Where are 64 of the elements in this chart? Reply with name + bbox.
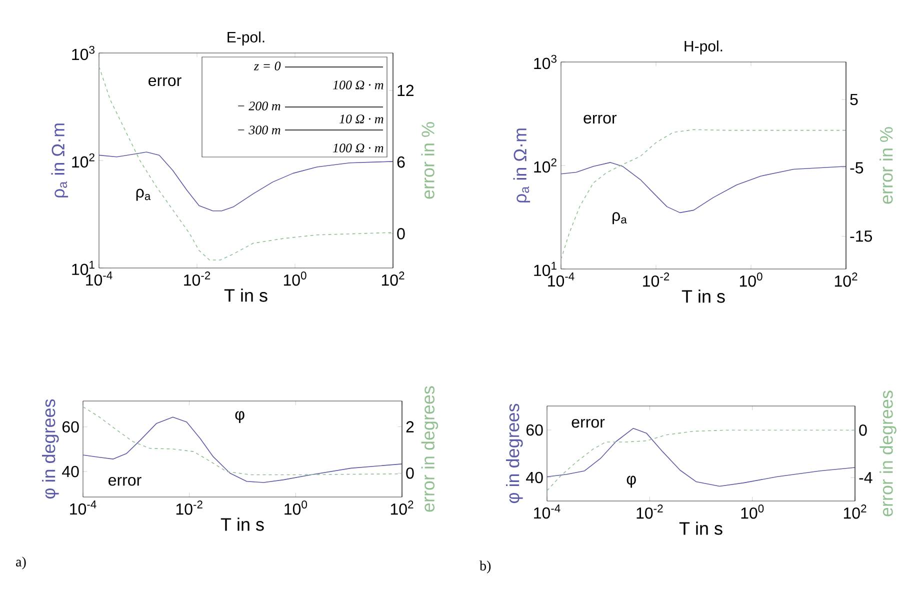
annotation: error xyxy=(148,77,182,86)
y2-tick-label: -5 xyxy=(850,162,864,174)
x-tick-label: 10$^{2}$ xyxy=(382,272,404,286)
x-axis-title: T in s xyxy=(224,288,268,302)
y2-tick-label: -4 xyxy=(859,472,872,484)
y2-tick-label: 5 xyxy=(850,94,858,106)
y2-tick-label: -15 xyxy=(850,230,872,242)
x-tick-label: 10$^{0}$ xyxy=(284,272,306,286)
x-tick-label: 10$^{-2}$ xyxy=(636,504,663,519)
y-tick-label: 40 xyxy=(62,466,79,478)
x-tick-label: 10$^{2}$ xyxy=(844,504,866,519)
y-tick-label: 10$^{2}$ xyxy=(534,158,556,173)
x-axis-title: T in s xyxy=(679,522,722,535)
annotation: − 200 m xyxy=(238,102,280,110)
x-tick-label: 10$^{0}$ xyxy=(740,272,762,287)
annotation: ρ$_{a}$ xyxy=(136,188,151,201)
annotation: ρ$_{a}$ xyxy=(612,212,627,224)
y-axis-title: φ in degrees xyxy=(506,404,523,504)
chart-title: E-pol. xyxy=(228,31,264,46)
annotation: 10 Ω · m xyxy=(339,114,384,124)
x-tick-label: 10$^{-4}$ xyxy=(534,504,560,519)
chart-title: H-pol. xyxy=(684,40,722,54)
y-tick-label: 10$^{3}$ xyxy=(534,54,556,70)
annotation: φ xyxy=(235,411,244,424)
annotation: error xyxy=(584,114,617,124)
y-axis-title: φ in degrees xyxy=(42,399,59,499)
x-tick-label: 10$^{-4}$ xyxy=(70,500,96,515)
y2-tick-label: 2 xyxy=(406,421,414,432)
x-axis-title: T in s xyxy=(220,518,264,531)
x-tick-label: 10$^{-2}$ xyxy=(184,272,210,286)
y-tick-label: 60 xyxy=(62,421,79,433)
x-tick-label: 10$^{-2}$ xyxy=(176,500,202,515)
y-tick-label: 10$^{1}$ xyxy=(72,260,94,276)
text: b) xyxy=(480,560,491,574)
x-axis-title: T in s xyxy=(682,290,725,303)
y-tick-label: 10$^{1}$ xyxy=(534,262,556,276)
annotation: error xyxy=(572,418,605,428)
y2-tick-label: 12 xyxy=(398,84,414,96)
y-tick-label: 60 xyxy=(526,424,543,436)
y2-tick-label: 0 xyxy=(859,424,867,436)
x-tick-label: 10$^{0}$ xyxy=(284,500,307,515)
y2-axis-title: error in degrees xyxy=(880,390,896,516)
x-tick-label: 10$^{2}$ xyxy=(834,272,858,287)
text: a) xyxy=(16,556,26,570)
x-tick-label: 10$^{2}$ xyxy=(390,500,414,515)
annotation: − 300 m xyxy=(238,126,280,134)
y2-axis-title: error in degrees xyxy=(421,386,438,512)
annotation: error xyxy=(108,476,142,486)
y2-tick-label: 0 xyxy=(406,467,414,479)
annotation: 100 Ω · m xyxy=(332,80,384,90)
y2-axis-title: error in % xyxy=(880,127,893,204)
y2-axis-title: error in % xyxy=(421,122,434,199)
y2-tick-label: 0 xyxy=(397,228,405,240)
annotation: 100 Ω · m xyxy=(332,144,384,152)
y2-tick-label: 6 xyxy=(397,156,405,168)
annotation: φ xyxy=(626,476,636,488)
y-axis-title: ρ$_{a}$ in Ω·m xyxy=(513,128,530,202)
y-tick-label: 40 xyxy=(526,472,543,484)
y-tick-label: 10$^{2}$ xyxy=(72,153,94,168)
y-axis-title: ρ$_{a}$ in Ω·m xyxy=(51,124,68,198)
x-tick-label: 10$^{0}$ xyxy=(741,504,764,519)
y-tick-label: 10$^{3}$ xyxy=(72,46,94,60)
annotation: z = 0 xyxy=(254,62,281,70)
x-tick-label: 10$^{-2}$ xyxy=(643,272,670,287)
